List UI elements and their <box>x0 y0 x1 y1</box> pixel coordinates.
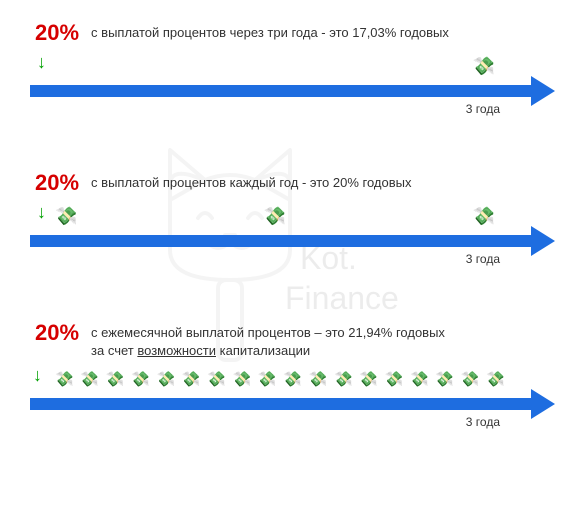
money-icon: 💸 <box>309 372 328 387</box>
sections-container: 20% с выплатой процентов через три года -… <box>15 20 555 433</box>
header-row: 20% с ежемесячной выплатой процентов – эт… <box>15 320 555 359</box>
timeline: ↓💸💸💸 3 года <box>15 208 555 270</box>
money-icon: 💸 <box>334 372 353 387</box>
money-icon: 💸 <box>486 372 505 387</box>
start-arrow-icon: ↓ <box>37 202 46 223</box>
header-row: 20% с выплатой процентов через три года -… <box>15 20 555 46</box>
percent-value: 20% <box>35 20 79 46</box>
start-arrow-icon: ↓ <box>33 365 42 386</box>
header-row: 20% с выплатой процентов каждый год - это… <box>15 170 555 196</box>
money-icon: 💸 <box>80 372 99 387</box>
money-icon: 💸 <box>207 372 226 387</box>
money-icon: 💸 <box>264 207 286 225</box>
money-icon: 💸 <box>55 207 77 225</box>
money-icon: 💸 <box>435 372 454 387</box>
money-row: 💸 💸 💸 💸 💸 💸 💸 💸 💸 💸 💸 💸 💸 💸 💸 💸 💸 💸 <box>55 367 505 391</box>
money-row: 💸 <box>473 54 495 78</box>
section-2: 20% с выплатой процентов каждый год - это… <box>15 170 555 270</box>
section-1: 20% с выплатой процентов через три года -… <box>15 20 555 120</box>
end-label: 3 года <box>466 252 500 266</box>
money-icon: 💸 <box>473 207 495 225</box>
money-icon: 💸 <box>156 372 175 387</box>
percent-value: 20% <box>35 320 79 346</box>
money-icon: 💸 <box>410 372 429 387</box>
money-icon: 💸 <box>359 372 378 387</box>
money-icon: 💸 <box>233 372 252 387</box>
timeline: ↓💸💸💸💸💸💸💸💸💸💸💸💸💸💸💸💸💸💸 3 года <box>15 371 555 433</box>
description: с выплатой процентов через три года - эт… <box>91 20 449 42</box>
end-label: 3 года <box>466 415 500 429</box>
description: с выплатой процентов каждый год - это 20… <box>91 170 411 192</box>
money-icon: 💸 <box>385 372 404 387</box>
start-arrow-icon: ↓ <box>37 52 46 73</box>
percent-value: 20% <box>35 170 79 196</box>
end-label: 3 года <box>466 102 500 116</box>
money-icon: 💸 <box>182 372 201 387</box>
money-icon: 💸 <box>473 57 495 75</box>
description: с ежемесячной выплатой процентов – это 2… <box>91 320 445 359</box>
money-icon: 💸 <box>55 372 74 387</box>
money-icon: 💸 <box>106 372 125 387</box>
timeline: ↓💸 3 года <box>15 58 555 120</box>
money-row: 💸 💸 💸 <box>55 204 495 228</box>
money-icon: 💸 <box>131 372 150 387</box>
money-icon: 💸 <box>283 372 302 387</box>
money-icon: 💸 <box>258 372 277 387</box>
money-icon: 💸 <box>461 372 480 387</box>
section-3: 20% с ежемесячной выплатой процентов – эт… <box>15 320 555 433</box>
